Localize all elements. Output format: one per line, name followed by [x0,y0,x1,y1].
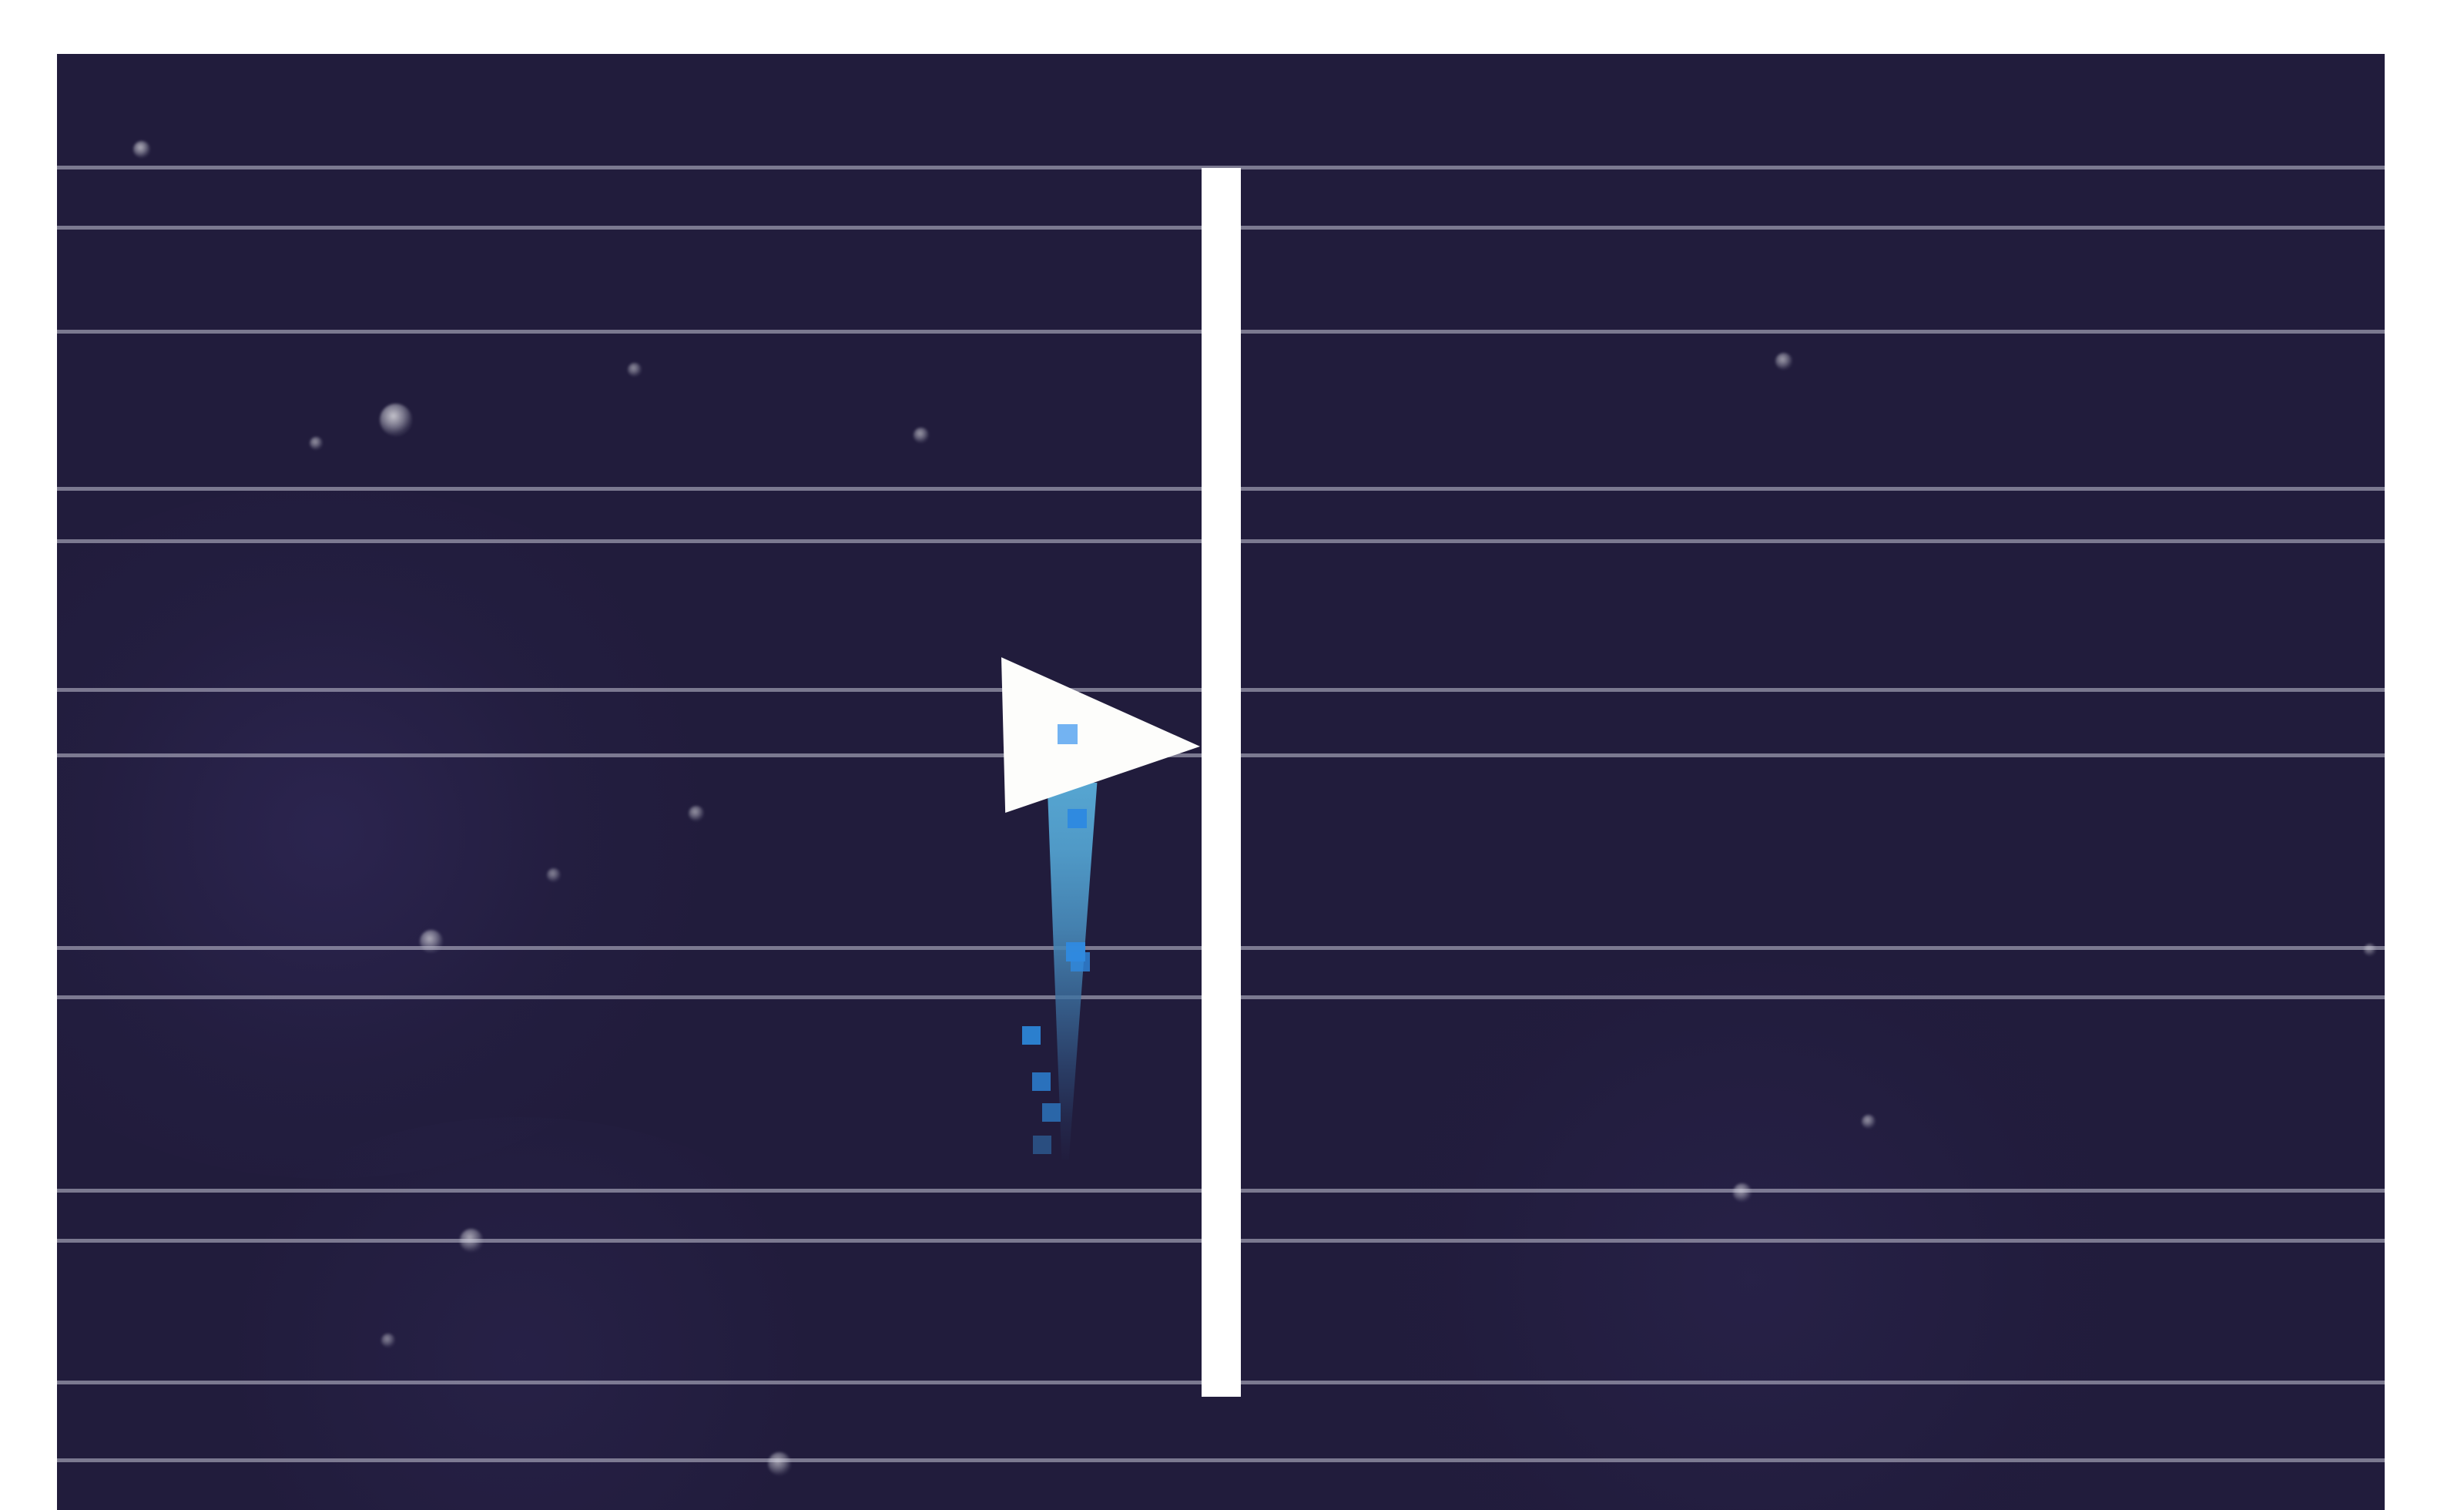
star-icon [547,868,561,882]
star-icon [133,141,150,158]
star-icon [1775,353,1792,370]
star-icon [380,404,412,436]
game-canvas[interactable] [57,54,2385,1510]
exhaust-particle [1032,1072,1051,1091]
exhaust-particle [1068,809,1087,828]
scanline [57,1458,2385,1462]
star-icon [689,806,704,821]
exhaust-particle [1022,1026,1041,1045]
exhaust-particle [1042,1103,1061,1122]
star-icon [628,363,642,377]
player-ship[interactable] [1001,655,1200,813]
star-icon [2364,944,2376,956]
star-icon [768,1452,791,1475]
star-icon [381,1334,395,1347]
nebula-glow-bottom [173,1117,866,1510]
star-icon [309,436,323,450]
ship-hull-triangle-icon [1001,657,1200,813]
star-icon [460,1229,483,1252]
ship-cockpit-icon [1058,724,1078,744]
nebula-glow-left [57,485,750,1179]
star-icon [1862,1115,1876,1129]
exhaust-particle [1071,952,1090,971]
exhaust-particle [1033,1136,1051,1154]
star-icon [420,930,443,953]
nebula-glow-right [1212,963,2291,1510]
vertical-barrier[interactable] [1202,168,1241,1397]
star-icon [914,428,929,443]
star-icon [1733,1183,1752,1202]
